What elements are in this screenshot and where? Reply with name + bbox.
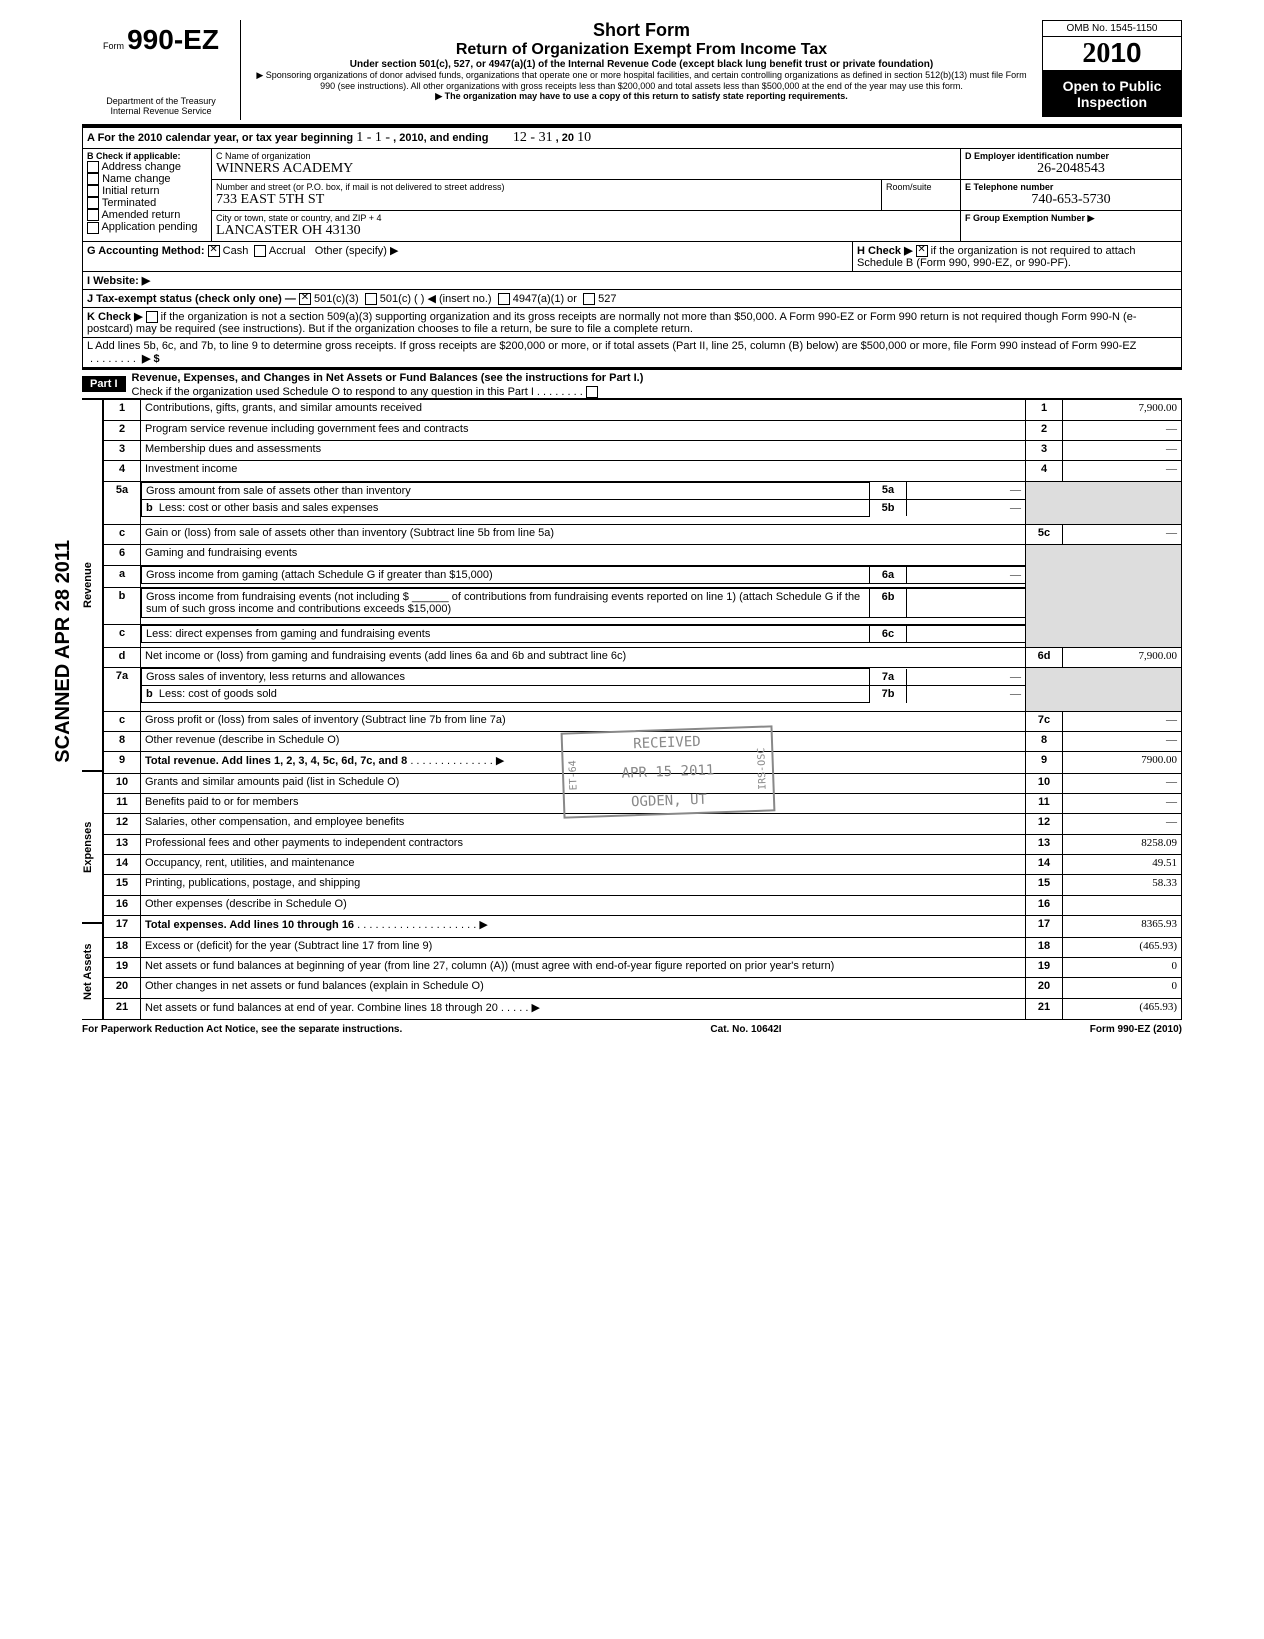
part1-table: 1Contributions, gifts, grants, and simil… bbox=[103, 399, 1182, 1020]
cb-accrual[interactable] bbox=[254, 245, 266, 257]
cb-name-change[interactable] bbox=[87, 173, 99, 185]
title-return: Return of Organization Exempt From Incom… bbox=[249, 41, 1034, 59]
org-name: WINNERS ACADEMY bbox=[216, 161, 956, 177]
form-number: 990-EZ bbox=[127, 24, 219, 55]
cb-4947[interactable] bbox=[498, 293, 510, 305]
cb-k[interactable] bbox=[146, 311, 158, 323]
line-a-endyr: 10 bbox=[577, 130, 591, 145]
tax-year: 20201010 bbox=[1042, 37, 1182, 71]
city-val: LANCASTER OH 43130 bbox=[216, 223, 956, 239]
line-a-mid: , 2010, and ending bbox=[393, 132, 488, 144]
box-f-label: F Group Exemption Number ▶ bbox=[965, 213, 1177, 224]
title-sponsor: ▶ Sponsoring organizations of donor advi… bbox=[249, 70, 1034, 91]
j-4947: 4947(a)(1) or bbox=[513, 293, 577, 305]
line-a-label: A For the 2010 calendar year, or tax yea… bbox=[87, 132, 353, 144]
cb-amended[interactable] bbox=[87, 209, 99, 221]
open-public: Open to Public Inspection bbox=[1042, 71, 1182, 117]
footer: For Paperwork Reduction Act Notice, see … bbox=[82, 1020, 1182, 1035]
title-under: Under section 501(c), 527, or 4947(a)(1)… bbox=[249, 59, 1034, 70]
cash-label: Cash bbox=[223, 245, 249, 257]
cb-app-pending-label: Application pending bbox=[101, 221, 197, 233]
cb-501c3[interactable]: ✕ bbox=[299, 293, 311, 305]
part1-title: Revenue, Expenses, and Changes in Net As… bbox=[126, 370, 1182, 386]
line-k-label: K Check ▶ bbox=[87, 311, 143, 323]
line-k-text: if the organization is not a section 509… bbox=[87, 311, 1137, 335]
title-short-form: Short Form bbox=[249, 20, 1034, 41]
cb-initial-return[interactable] bbox=[87, 185, 99, 197]
received-stamp: RECEIVED ET-64 APR 15 2011 IRS-OSC OGDEN… bbox=[561, 726, 776, 820]
cb-address-change-label: Address change bbox=[101, 161, 181, 173]
expenses-label: Expenses bbox=[82, 771, 103, 923]
cb-terminated-label: Terminated bbox=[102, 197, 156, 209]
footer-left: For Paperwork Reduction Act Notice, see … bbox=[82, 1024, 402, 1035]
line-a-begin: 1 - 1 - bbox=[356, 130, 390, 145]
line-a-end: 12 - 31 bbox=[513, 130, 553, 145]
irs: Internal Revenue Service bbox=[86, 106, 236, 116]
cb-sched-b[interactable]: ✕ bbox=[916, 245, 928, 257]
addr-val: 733 EAST 5TH ST bbox=[216, 192, 877, 208]
j-501c: 501(c) ( ) ◀ (insert no.) bbox=[380, 293, 492, 305]
box-b-label: B Check if applicable: bbox=[87, 151, 207, 161]
ein: 26-2048543 bbox=[965, 161, 1177, 177]
form-prefix: Form bbox=[103, 41, 124, 51]
j-501c3: 501(c)(3) bbox=[314, 293, 359, 305]
cb-501c[interactable] bbox=[365, 293, 377, 305]
cb-part1-o[interactable] bbox=[586, 386, 598, 398]
footer-right: Form 990-EZ (2010) bbox=[1090, 1024, 1182, 1035]
line-a-end2: , 20 bbox=[556, 132, 574, 144]
line-h-label: H Check ▶ bbox=[857, 245, 913, 257]
room-label: Room/suite bbox=[881, 180, 960, 210]
cb-terminated[interactable] bbox=[87, 197, 99, 209]
addr-label: Number and street (or P.O. box, if mail … bbox=[216, 182, 877, 192]
phone: 740-653-5730 bbox=[965, 192, 1177, 208]
line-l-arrow: ▶ $ bbox=[142, 353, 160, 365]
cb-cash[interactable]: ✕ bbox=[208, 245, 220, 257]
j-527: 527 bbox=[598, 293, 616, 305]
box-d-label: D Employer identification number bbox=[965, 151, 1177, 161]
accrual-label: Accrual bbox=[269, 245, 306, 257]
other-label: Other (specify) ▶ bbox=[315, 245, 399, 257]
cb-amended-label: Amended return bbox=[101, 209, 180, 221]
footer-mid: Cat. No. 10642I bbox=[710, 1024, 781, 1035]
part1-label: Part I bbox=[82, 376, 126, 392]
omb-number: OMB No. 1545-1150 bbox=[1042, 20, 1182, 37]
dept: Department of the Treasury bbox=[86, 96, 236, 106]
cb-initial-return-label: Initial return bbox=[102, 185, 159, 197]
cb-address-change[interactable] bbox=[87, 161, 99, 173]
form-header: Form 990-EZ Department of the Treasury I… bbox=[82, 20, 1182, 126]
netassets-label: Net Assets bbox=[82, 923, 103, 1020]
box-e-label: E Telephone number bbox=[965, 182, 1177, 192]
part1-check-text: Check if the organization used Schedule … bbox=[132, 386, 534, 398]
revenue-label: Revenue bbox=[82, 399, 103, 771]
cb-app-pending[interactable] bbox=[87, 222, 99, 234]
line-j-label: J Tax-exempt status (check only one) — bbox=[87, 293, 296, 305]
cb-name-change-label: Name change bbox=[102, 173, 171, 185]
title-copy: ▶ The organization may have to use a cop… bbox=[249, 91, 1034, 102]
line-g-label: G Accounting Method: bbox=[87, 245, 205, 257]
box-c-label: C Name of organization bbox=[216, 151, 956, 161]
cb-527[interactable] bbox=[583, 293, 595, 305]
line-l-text: L Add lines 5b, 6c, and 7b, to line 9 to… bbox=[87, 340, 1136, 352]
scanned-stamp: SCANNED APR 28 2011 bbox=[52, 540, 75, 763]
line-i-label: I Website: ▶ bbox=[87, 275, 150, 287]
city-label: City or town, state or country, and ZIP … bbox=[216, 213, 956, 223]
